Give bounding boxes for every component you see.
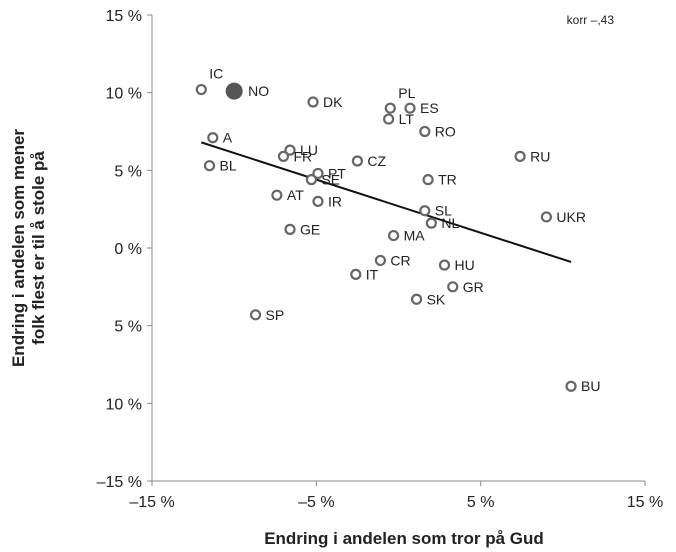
point-label: HU [455, 257, 475, 273]
data-point-fr [277, 150, 290, 162]
y-tick-label: 5 % [114, 163, 142, 180]
point-label: RU [530, 148, 550, 164]
data-point-ro [419, 125, 431, 138]
data-point-ukr [540, 211, 553, 223]
data-point-gr [447, 281, 459, 293]
data-point-bu [565, 380, 577, 392]
point-label: MA [404, 228, 426, 244]
data-point-a [207, 132, 219, 144]
data-point-ir [312, 195, 324, 207]
point-label: AT [287, 187, 304, 203]
x-axis-title: Endring i andelen som tror på Gud [264, 529, 544, 548]
data-point-pl [384, 102, 396, 114]
data-point-pt [312, 167, 324, 180]
data-point-at [271, 189, 283, 201]
y-tick-label: 10 % [106, 86, 142, 103]
trendline-group [200, 141, 572, 263]
x-tick-label: 5 % [467, 494, 495, 511]
point-label: RO [435, 124, 456, 140]
ticks: 15 % 10 % 5 % 0 % 5 % 10 % –15 % –15 % –5 % 5 % 15… [97, 8, 664, 511]
point-label: NO [248, 83, 269, 99]
y-tick-label: –15 % [97, 474, 142, 491]
data-point-ru [514, 150, 526, 162]
point-label: BL [220, 158, 237, 174]
data-point-ic [195, 83, 207, 96]
data-point-es [404, 102, 416, 114]
data-point-ma [387, 229, 400, 242]
y-tick-label: 0 % [114, 241, 142, 258]
point-label: ES [420, 100, 439, 116]
y-tick-label: 5 % [114, 319, 142, 336]
y-axis-title-line2: folk flest er til å stole på [29, 151, 48, 345]
data-point-hu [438, 259, 451, 271]
data-point-it [350, 268, 362, 281]
point-label: SL [435, 203, 452, 219]
data-point-sl [419, 205, 431, 217]
point-label: A [223, 130, 233, 146]
trendline [200, 141, 572, 263]
point-label: DK [323, 94, 343, 110]
point-label: CZ [367, 153, 386, 169]
point-label: LT [399, 111, 415, 127]
x-tick-label: –5 % [298, 494, 334, 511]
data-point-lt [383, 113, 395, 125]
data-point-cz [351, 155, 364, 167]
point-label: GE [300, 221, 320, 237]
point-label: CR [390, 252, 410, 268]
point-label: UKR [556, 209, 586, 225]
point-label: SK [427, 291, 446, 307]
point-label: TR [438, 172, 457, 188]
point-label: PL [398, 85, 415, 101]
data-point-sp [249, 309, 262, 321]
data-point-cr [374, 254, 387, 267]
data-point-no [225, 82, 243, 100]
point-label: BU [581, 378, 600, 394]
y-tick-label: 15 % [106, 8, 142, 25]
point-label: GR [463, 279, 484, 295]
point-label: SP [266, 307, 285, 323]
data-point-se [305, 174, 318, 186]
data-point-ge [284, 223, 296, 235]
data-point-dk [307, 96, 319, 108]
point-label: LU [300, 142, 318, 158]
point-label: FR [293, 148, 312, 164]
correlation-annotation: korr –,43 [567, 13, 615, 27]
data-point-nl [425, 217, 437, 229]
point-label: IT [366, 266, 379, 282]
y-axis-title-line1: Endring i andelen som mener [9, 129, 28, 367]
data-point-tr [422, 174, 434, 186]
y-tick-label: 10 % [106, 396, 142, 413]
data-point-sk [410, 293, 423, 305]
point-label: NL [441, 215, 459, 231]
point-label: IR [328, 193, 342, 209]
point-label: SE [321, 172, 340, 188]
point-label: IC [209, 66, 223, 82]
x-tick-label: 15 % [627, 494, 663, 511]
point-label: PT [328, 165, 346, 181]
data-point-lu [284, 144, 296, 156]
x-tick-label: –15 % [129, 494, 174, 511]
data-point-bl [203, 160, 216, 172]
